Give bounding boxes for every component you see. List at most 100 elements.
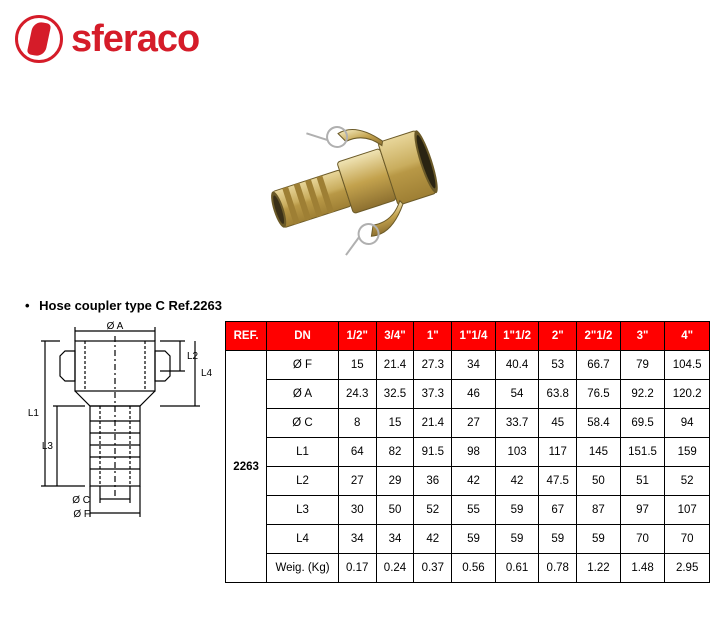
data-cell: 82 bbox=[376, 438, 414, 467]
data-cell: 40.4 bbox=[495, 351, 539, 380]
data-cell: 59 bbox=[495, 496, 539, 525]
table-row: L33050525559678797107 bbox=[226, 496, 710, 525]
data-cell: 66.7 bbox=[577, 351, 621, 380]
data-cell: 24.3 bbox=[338, 380, 376, 409]
data-cell: 55 bbox=[452, 496, 496, 525]
data-cell: 67 bbox=[539, 496, 577, 525]
table-row: Ø A24.332.537.3465463.876.592.2120.2 bbox=[226, 380, 710, 409]
data-cell: 91.5 bbox=[414, 438, 452, 467]
table-row: L2272936424247.5505152 bbox=[226, 467, 710, 496]
data-cell: 52 bbox=[414, 496, 452, 525]
data-cell: 2.95 bbox=[665, 554, 710, 583]
data-cell: 32.5 bbox=[376, 380, 414, 409]
data-cell: 27.3 bbox=[414, 351, 452, 380]
data-cell: 34 bbox=[338, 525, 376, 554]
data-cell: 54 bbox=[495, 380, 539, 409]
coupler-illustration bbox=[243, 93, 483, 263]
table-header-cell: 2"1/2 bbox=[577, 322, 621, 351]
product-title: Hose coupler type C Ref.2263 bbox=[15, 298, 710, 313]
data-cell: 59 bbox=[452, 525, 496, 554]
data-cell: 21.4 bbox=[414, 409, 452, 438]
svg-text:L2: L2 bbox=[187, 351, 199, 362]
data-cell: 70 bbox=[665, 525, 710, 554]
data-cell: 34 bbox=[452, 351, 496, 380]
table-header-cell: 1" bbox=[414, 322, 452, 351]
table-row: 2263Ø F1521.427.33440.45366.779104.5 bbox=[226, 351, 710, 380]
row-label: Ø A bbox=[267, 380, 339, 409]
data-cell: 15 bbox=[338, 351, 376, 380]
table-header-cell: 1"1/4 bbox=[452, 322, 496, 351]
data-cell: 33.7 bbox=[495, 409, 539, 438]
data-cell: 117 bbox=[539, 438, 577, 467]
svg-text:Ø F: Ø F bbox=[73, 509, 90, 520]
table-row: L1648291.598103117145151.5159 bbox=[226, 438, 710, 467]
data-cell: 92.2 bbox=[620, 380, 665, 409]
svg-text:Ø C: Ø C bbox=[72, 495, 90, 506]
data-cell: 42 bbox=[452, 467, 496, 496]
spec-section: Ø A bbox=[15, 321, 710, 583]
data-cell: 30 bbox=[338, 496, 376, 525]
data-cell: 94 bbox=[665, 409, 710, 438]
table-row: Ø C81521.42733.74558.469.594 bbox=[226, 409, 710, 438]
brand-logo-icon bbox=[15, 15, 63, 63]
data-cell: 46 bbox=[452, 380, 496, 409]
data-cell: 0.78 bbox=[539, 554, 577, 583]
data-cell: 0.37 bbox=[414, 554, 452, 583]
svg-text:L1: L1 bbox=[28, 408, 40, 419]
data-cell: 59 bbox=[577, 525, 621, 554]
table-header-cell: 3" bbox=[620, 322, 665, 351]
data-cell: 87 bbox=[577, 496, 621, 525]
data-cell: 107 bbox=[665, 496, 710, 525]
data-cell: 8 bbox=[338, 409, 376, 438]
data-cell: 98 bbox=[452, 438, 496, 467]
spec-table: REF.DN1/2"3/4"1"1"1/41"1/22"2"1/23"4" 22… bbox=[225, 321, 710, 583]
data-cell: 50 bbox=[577, 467, 621, 496]
data-cell: 59 bbox=[539, 525, 577, 554]
data-cell: 79 bbox=[620, 351, 665, 380]
row-label: Ø C bbox=[267, 409, 339, 438]
table-header-cell: 1/2" bbox=[338, 322, 376, 351]
data-cell: 34 bbox=[376, 525, 414, 554]
table-header-cell: REF. bbox=[226, 322, 267, 351]
data-cell: 1.22 bbox=[577, 554, 621, 583]
data-cell: 51 bbox=[620, 467, 665, 496]
row-label: L3 bbox=[267, 496, 339, 525]
data-cell: 29 bbox=[376, 467, 414, 496]
data-cell: 15 bbox=[376, 409, 414, 438]
data-cell: 42 bbox=[414, 525, 452, 554]
data-cell: 36 bbox=[414, 467, 452, 496]
data-cell: 63.8 bbox=[539, 380, 577, 409]
data-cell: 97 bbox=[620, 496, 665, 525]
data-cell: 0.56 bbox=[452, 554, 496, 583]
data-cell: 21.4 bbox=[376, 351, 414, 380]
table-header-cell: 4" bbox=[665, 322, 710, 351]
table-header-row: REF.DN1/2"3/4"1"1"1/41"1/22"2"1/23"4" bbox=[226, 322, 710, 351]
data-cell: 59 bbox=[495, 525, 539, 554]
data-cell: 103 bbox=[495, 438, 539, 467]
table-row: Weig. (Kg)0.170.240.370.560.610.781.221.… bbox=[226, 554, 710, 583]
row-label: L4 bbox=[267, 525, 339, 554]
technical-diagram: Ø A bbox=[15, 321, 215, 526]
data-cell: 58.4 bbox=[577, 409, 621, 438]
data-cell: 145 bbox=[577, 438, 621, 467]
svg-text:L3: L3 bbox=[42, 441, 54, 452]
data-cell: 37.3 bbox=[414, 380, 452, 409]
data-cell: 47.5 bbox=[539, 467, 577, 496]
table-row: L4343442595959597070 bbox=[226, 525, 710, 554]
data-cell: 27 bbox=[452, 409, 496, 438]
data-cell: 69.5 bbox=[620, 409, 665, 438]
data-cell: 53 bbox=[539, 351, 577, 380]
table-header-cell: 1"1/2 bbox=[495, 322, 539, 351]
row-label: Ø F bbox=[267, 351, 339, 380]
table-header-cell: 2" bbox=[539, 322, 577, 351]
product-image bbox=[15, 93, 710, 268]
data-cell: 42 bbox=[495, 467, 539, 496]
data-cell: 45 bbox=[539, 409, 577, 438]
brand-logo-text: sferaco bbox=[71, 18, 199, 61]
row-label: Weig. (Kg) bbox=[267, 554, 339, 583]
data-cell: 0.24 bbox=[376, 554, 414, 583]
data-cell: 1.48 bbox=[620, 554, 665, 583]
data-cell: 104.5 bbox=[665, 351, 710, 380]
data-cell: 50 bbox=[376, 496, 414, 525]
data-cell: 70 bbox=[620, 525, 665, 554]
